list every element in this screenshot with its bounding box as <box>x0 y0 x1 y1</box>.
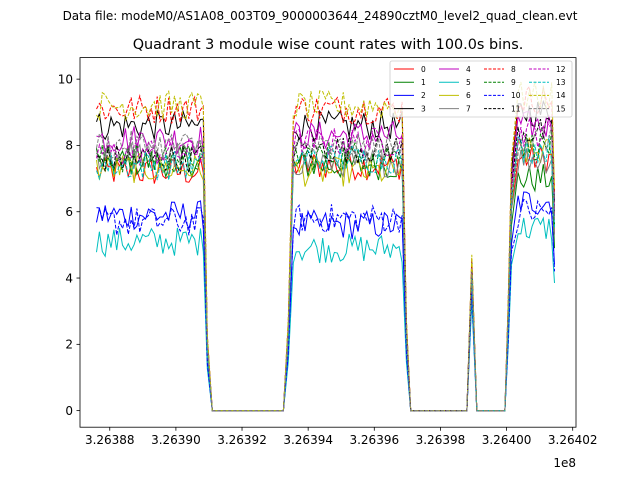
figure-suptitle: Data file: modeM0/AS1A08_003T09_90000036… <box>63 9 578 23</box>
series-line-10 <box>96 198 555 412</box>
legend-label-7: 7 <box>466 104 471 113</box>
legend-label-0: 0 <box>421 65 426 74</box>
x-tick-label: 3.26392 <box>217 433 267 447</box>
series-line-13 <box>96 135 555 412</box>
y-tick-label: 4 <box>65 271 73 285</box>
x-tick-label: 3.26398 <box>416 433 466 447</box>
x-axis-offset-label: 1e8 <box>553 456 576 470</box>
series-line-1 <box>96 145 555 412</box>
series-line-0 <box>96 144 555 412</box>
legend-label-12: 12 <box>556 65 566 74</box>
y-tick-label: 10 <box>58 72 73 86</box>
x-tick-label: 3.26396 <box>349 433 399 447</box>
y-tick-label: 6 <box>65 205 73 219</box>
legend-label-15: 15 <box>556 104 566 113</box>
legend-label-6: 6 <box>466 91 471 100</box>
legend-label-11: 11 <box>511 104 521 113</box>
y-tick-label: 2 <box>65 338 73 352</box>
y-tick-label: 0 <box>65 404 73 418</box>
legend-box <box>389 60 573 118</box>
x-tick-label: 3.26394 <box>283 433 333 447</box>
legend-label-1: 1 <box>421 78 426 87</box>
legend-label-2: 2 <box>421 91 426 100</box>
plot-frame <box>79 57 577 428</box>
series-line-14 <box>96 81 555 412</box>
y-axis: 0 2 4 6 8 10 <box>58 72 80 418</box>
x-tick-label: 3.26390 <box>151 433 201 447</box>
series-line-15 <box>96 124 555 412</box>
series-line-9 <box>96 130 555 412</box>
legend-label-8: 8 <box>511 65 516 74</box>
legend-label-13: 13 <box>556 78 566 87</box>
chart-title: Quadrant 3 module wise count rates with … <box>133 37 524 53</box>
legend-label-5: 5 <box>466 78 471 87</box>
series-line-5 <box>96 216 555 412</box>
x-tick-label: 3.26402 <box>548 433 598 447</box>
series-line-7 <box>96 140 555 412</box>
x-tick-label: 3.26400 <box>482 433 532 447</box>
series-line-2 <box>96 191 555 412</box>
legend-label-4: 4 <box>466 65 471 74</box>
series-line-8 <box>96 85 555 412</box>
x-axis: 3.26388 3.26390 3.26392 3.26394 3.26396 3.263… <box>85 427 598 447</box>
legend-label-14: 14 <box>556 91 566 100</box>
legend-label-10: 10 <box>511 91 521 100</box>
legend-label-9: 9 <box>511 78 516 87</box>
x-tick-label: 3.26388 <box>85 433 135 447</box>
series-line-12 <box>96 117 555 412</box>
y-tick-label: 8 <box>65 139 73 153</box>
legend-label-3: 3 <box>421 104 426 113</box>
series-layer <box>96 81 555 412</box>
